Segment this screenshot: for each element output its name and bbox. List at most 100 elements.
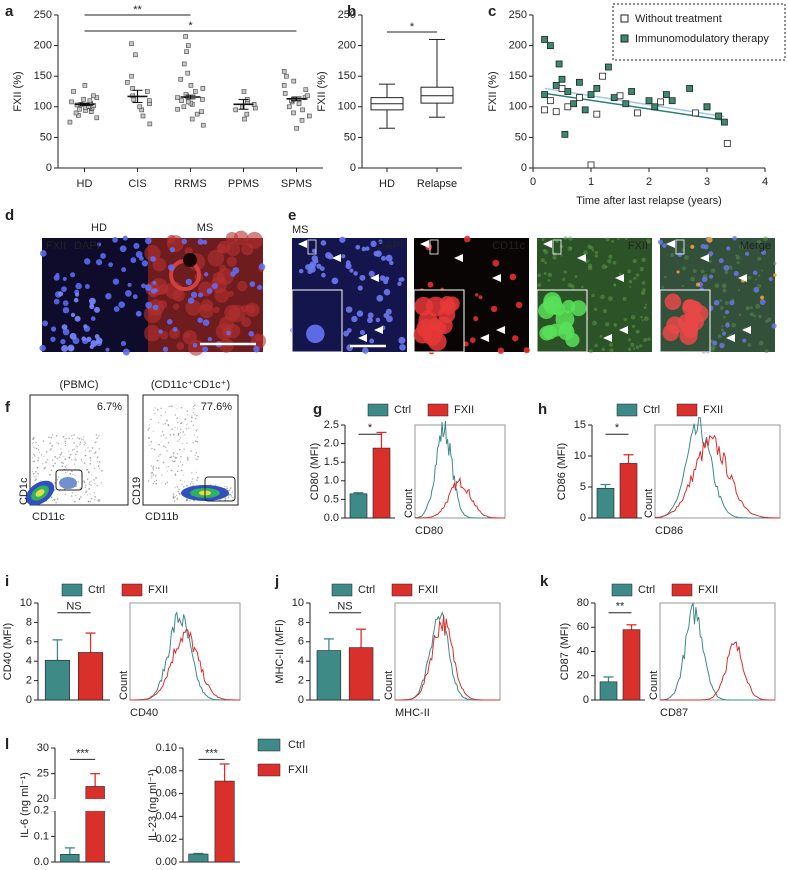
- panel-letter: l: [5, 736, 9, 753]
- cell-spot: [86, 494, 89, 496]
- data-point: [651, 103, 659, 111]
- cell-spot: [93, 480, 95, 482]
- cell-spot: [700, 269, 705, 274]
- cell-spot: [217, 268, 234, 285]
- cell-spot: [320, 240, 327, 246]
- cell-spot: [708, 251, 714, 257]
- y-tick-label: 20: [577, 670, 589, 682]
- cell-spot: [90, 497, 93, 500]
- cell-spot: [357, 285, 363, 291]
- cell-spot: [370, 240, 377, 248]
- cell-spot: [584, 259, 590, 264]
- cell-spot: [88, 297, 96, 305]
- cell-spot: [61, 465, 64, 468]
- cell-spot: [692, 268, 697, 273]
- cell-spot: [186, 498, 188, 501]
- data-point: [291, 110, 296, 116]
- cell-spot: [397, 281, 402, 286]
- x-tick-label: 0: [530, 176, 536, 188]
- cell-spot: [735, 255, 741, 260]
- cell-spot: [64, 466, 67, 468]
- arrowhead: [615, 274, 624, 282]
- cell-spot: [113, 306, 120, 312]
- cell-spot: [148, 437, 150, 440]
- data-point: [200, 97, 205, 102]
- cell-spot: [193, 408, 195, 410]
- cell-spot: [601, 347, 606, 352]
- cell-spot: [93, 499, 95, 501]
- cell-spot: [68, 456, 71, 459]
- cell-spot: [165, 466, 167, 468]
- cell-spot: [162, 346, 169, 352]
- cell-spot: [36, 472, 39, 474]
- cell-spot: [187, 297, 195, 304]
- cell-spot: [167, 318, 173, 325]
- cell-spot: [177, 465, 180, 467]
- arrowhead: [700, 254, 709, 262]
- cell-spot: [184, 481, 186, 483]
- panel-letter: a: [5, 3, 14, 20]
- cell-spot: [760, 269, 764, 272]
- cell-spot: [757, 274, 761, 277]
- data-point: [634, 109, 641, 117]
- y-tick-label: 0.00: [156, 856, 177, 868]
- cell-spot: [98, 498, 101, 501]
- y-tick-label: 0: [521, 162, 527, 174]
- cell-spot: [523, 347, 530, 354]
- arrowhead: [742, 326, 751, 334]
- micrograph-title: HD: [91, 222, 107, 234]
- cell-spot: [192, 482, 194, 484]
- legend-label: FXII: [703, 404, 723, 416]
- cell-spot: [79, 487, 81, 489]
- cell-spot: [398, 336, 406, 344]
- cell-spot: [190, 420, 193, 423]
- cell-spot: [58, 490, 61, 492]
- arrowhead: [619, 326, 628, 334]
- cell-spot: [224, 497, 227, 500]
- cell-spot: [84, 283, 90, 289]
- cell-spot: [163, 445, 165, 448]
- cell-spot: [56, 442, 58, 444]
- cell-spot: [399, 277, 405, 282]
- cell-spot: [88, 483, 91, 485]
- x-tick-label: RRMS: [174, 178, 206, 190]
- cell-spot: [37, 449, 40, 451]
- cell-spot: [676, 270, 680, 274]
- bar: [188, 853, 209, 863]
- cell-spot: [61, 461, 63, 464]
- cell-spot: [61, 324, 68, 330]
- cell-spot: [756, 239, 762, 245]
- legend-swatch: [61, 583, 83, 597]
- cell-spot: [196, 479, 198, 481]
- arrowhead: [492, 274, 501, 282]
- cell-spot: [172, 433, 175, 436]
- legend-swatch: [676, 403, 698, 417]
- cell-spot: [166, 450, 168, 452]
- cell-spot: [720, 328, 724, 332]
- cell-spot: [54, 482, 56, 484]
- panel-letter: i: [5, 573, 9, 590]
- x-tick-label: 2: [646, 176, 652, 188]
- cell-spot: [144, 325, 161, 342]
- cell-spot: [755, 303, 761, 309]
- cell-spot: [50, 326, 57, 332]
- cell-spot: [427, 281, 434, 288]
- data-point: [71, 89, 76, 94]
- data-point: [610, 94, 618, 102]
- cell-spot: [227, 495, 230, 497]
- y-tick-label: 0: [580, 512, 586, 524]
- cell-spot: [641, 281, 646, 285]
- cell-spot: [628, 279, 633, 284]
- cell-spot: [96, 259, 103, 266]
- cell-spot: [68, 437, 71, 440]
- cell-spot: [56, 479, 59, 481]
- cell-spot: [306, 324, 325, 344]
- cell-spot: [154, 412, 156, 415]
- cell-spot: [83, 444, 85, 446]
- cell-spot: [161, 482, 163, 484]
- cell-spot: [101, 470, 103, 472]
- cell-spot: [155, 479, 158, 482]
- cell-spot: [32, 443, 34, 445]
- cell-spot: [731, 322, 737, 328]
- cell-spot: [721, 331, 727, 336]
